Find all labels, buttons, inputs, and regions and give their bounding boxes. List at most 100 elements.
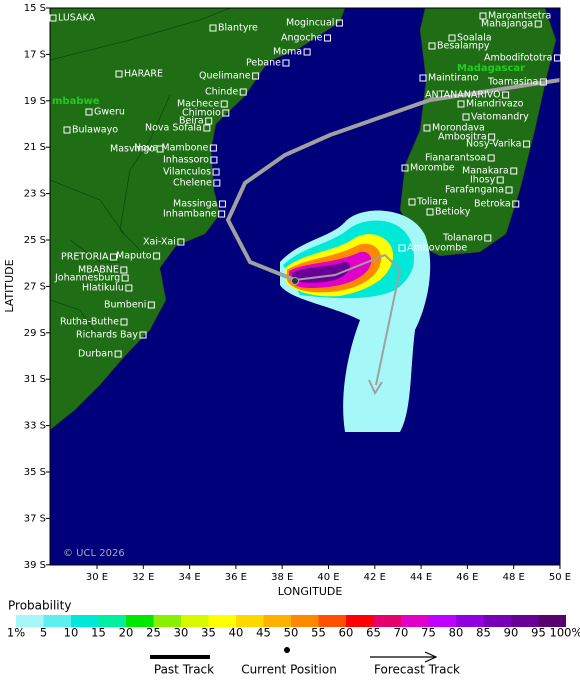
place-label: Ambovombe — [407, 243, 467, 254]
place-label: Fianarantsoa — [425, 153, 486, 164]
colorbar-label: 90 — [504, 626, 519, 640]
place-label: PRETORIA — [61, 252, 109, 263]
colorbar-label: 65 — [366, 626, 381, 640]
place-label: Vatomandry — [471, 112, 529, 123]
colorbar-segment — [263, 615, 291, 627]
place-label: Bumbeni — [104, 300, 146, 311]
lat-tick-label: 33 S — [24, 421, 46, 432]
place-label: Farafangana — [445, 185, 504, 196]
colorbar-title: Probability — [8, 599, 71, 613]
place-label: Ambodifototra — [484, 53, 552, 64]
place-label: Toamasina — [487, 77, 538, 88]
place-marker — [303, 48, 311, 56]
place-label: Morondava — [432, 123, 485, 134]
place-marker — [121, 274, 129, 282]
place-label: Betroka — [474, 199, 511, 210]
colorbar-label: 55 — [311, 626, 326, 640]
legend-forecast-arrow — [424, 651, 438, 663]
place-marker — [63, 126, 71, 134]
place-marker — [153, 252, 161, 260]
colorbar-segment — [291, 615, 319, 627]
place-marker — [114, 350, 122, 358]
lat-tick-label: 31 S — [24, 374, 46, 385]
place-marker — [423, 124, 431, 132]
place-label: Chelene — [173, 178, 212, 189]
place-marker — [539, 78, 547, 86]
lon-tick-label: 50 E — [549, 572, 571, 583]
place-marker — [212, 168, 220, 176]
place-marker — [487, 154, 495, 162]
legend-past: Past Track — [154, 663, 214, 677]
place-marker — [479, 12, 487, 20]
y-axis-title: LATITUDE — [3, 259, 16, 312]
colorbar-label: 80 — [449, 626, 464, 640]
lat-tick-label: 25 S — [24, 235, 46, 246]
madagascar — [399, 7, 557, 257]
colorbar-label: 20 — [119, 626, 134, 640]
place-label: Morombe — [410, 163, 455, 174]
place-marker — [49, 14, 57, 22]
place-marker — [210, 156, 218, 164]
place-marker — [203, 124, 211, 132]
place-label: Nova Sofala — [145, 123, 202, 134]
place-marker — [553, 54, 561, 62]
place-marker — [401, 164, 409, 172]
place-label: Massinga — [173, 199, 217, 210]
colorbar-segment — [511, 615, 539, 627]
place-label: Inhambane — [163, 209, 217, 220]
place-label: Masvingo — [110, 144, 155, 155]
place-marker — [120, 318, 128, 326]
place-label: Betioky — [435, 207, 471, 218]
place-label: Durban — [78, 349, 113, 360]
colorbar-label: 100% — [550, 626, 580, 640]
lon-tick-label: 36 E — [225, 572, 247, 583]
place-marker — [398, 244, 406, 252]
colorbar-segment — [71, 615, 99, 627]
lon-tick-label: 32 E — [132, 572, 154, 583]
lat-tick-label: 21 S — [24, 142, 46, 153]
lat-tick-label: 37 S — [24, 513, 46, 524]
place-label: Besalampy — [437, 41, 490, 52]
place-label: Richards Bay — [76, 330, 138, 341]
lon-tick-label: 46 E — [456, 572, 478, 583]
place-label: Hlatikulu — [82, 283, 124, 294]
colorbar-segment — [538, 615, 566, 627]
place-label: Pebane — [246, 58, 281, 69]
place-label: ANTANANARIVO — [425, 90, 501, 101]
legend-current-symbol — [284, 647, 290, 653]
place-marker — [426, 208, 434, 216]
place-marker — [335, 19, 343, 27]
region-label: mbabwe — [52, 96, 100, 107]
place-label: Maputo — [116, 251, 152, 262]
place-label: LUSAKA — [58, 13, 96, 24]
place-marker — [419, 74, 427, 82]
place-label: Beira — [179, 116, 204, 127]
lon-tick-label: 40 E — [317, 572, 339, 583]
place-label: Mogincual — [286, 18, 334, 29]
colorbar-segment — [318, 615, 346, 627]
place-marker — [488, 133, 496, 141]
place-label: Gweru — [94, 107, 125, 118]
colorbar-label: 1% — [7, 626, 25, 640]
place-label: Quelimane — [199, 71, 251, 82]
place-marker — [239, 88, 247, 96]
place-label: Maroantsetra — [488, 11, 551, 22]
place-marker — [522, 140, 530, 148]
place-marker — [110, 253, 118, 261]
lat-tick-label: 39 S — [24, 560, 46, 571]
place-label: Nosy-Varika — [466, 139, 521, 150]
place-marker — [496, 176, 504, 184]
lon-tick-label: 30 E — [86, 572, 108, 583]
colorbar-segment — [43, 615, 71, 627]
place-label: Tolanaro — [442, 233, 483, 244]
lat-tick-label: 19 S — [24, 96, 46, 107]
place-marker — [505, 186, 513, 194]
forecast-track — [294, 253, 402, 386]
colorbar-segment — [428, 615, 456, 627]
colorbar-segment — [16, 615, 44, 627]
place-marker — [457, 100, 465, 108]
colorbar-label: 35 — [201, 626, 216, 640]
place-marker — [282, 59, 290, 67]
place-label: Ihosy — [470, 175, 496, 186]
lat-tick-label: 27 S — [24, 281, 46, 292]
